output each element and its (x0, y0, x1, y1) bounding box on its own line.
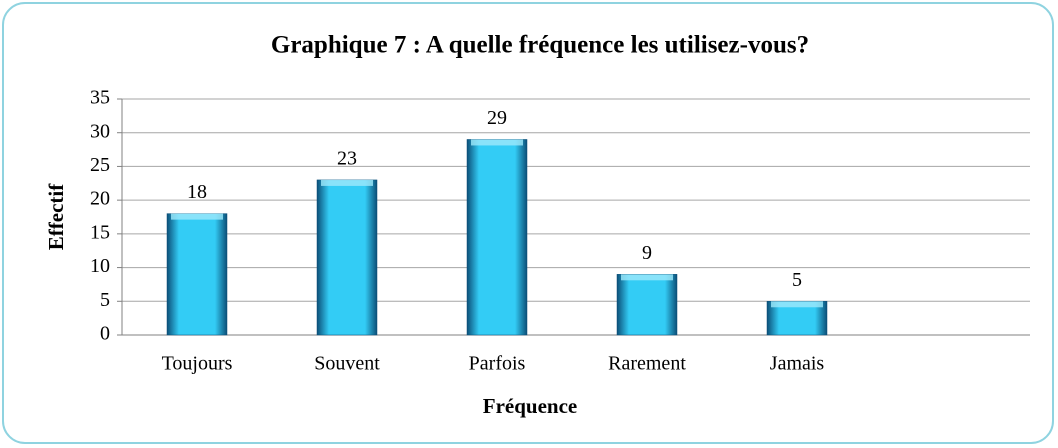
y-axis-title: Effectif (44, 183, 68, 250)
bar-bevel (321, 179, 373, 186)
data-label: 9 (642, 242, 652, 264)
x-tick-label: Parfois (469, 353, 526, 375)
data-label: 23 (337, 148, 357, 170)
y-tick-label: 35 (90, 87, 110, 109)
bar (166, 213, 228, 336)
x-axis-title: Fréquence (483, 394, 577, 418)
data-label: 5 (792, 269, 802, 291)
y-tick-label: 20 (90, 188, 110, 210)
y-tick-label: 0 (100, 323, 110, 345)
x-tick-label: Toujours (162, 353, 233, 375)
bar-bevel (471, 139, 523, 146)
y-tick-label: 5 (100, 289, 110, 311)
x-tick-label: Jamais (770, 353, 825, 375)
bar (316, 179, 378, 336)
y-tick-label: 10 (90, 255, 110, 277)
x-tick-label: Souvent (314, 353, 380, 375)
data-label: 29 (487, 107, 507, 129)
bar (616, 274, 678, 336)
chart-title: Graphique 7 : A quelle fréquence les uti… (271, 32, 809, 59)
data-label: 18 (187, 181, 207, 203)
bar (466, 139, 528, 336)
x-tick-label: Rarement (608, 353, 686, 375)
bar-bevel (621, 274, 673, 281)
bar-bevel (171, 213, 223, 220)
y-tick-label: 15 (90, 221, 110, 243)
y-tick-label: 25 (90, 154, 110, 176)
bar-bevel (771, 301, 823, 308)
y-tick-label: 30 (90, 120, 110, 142)
